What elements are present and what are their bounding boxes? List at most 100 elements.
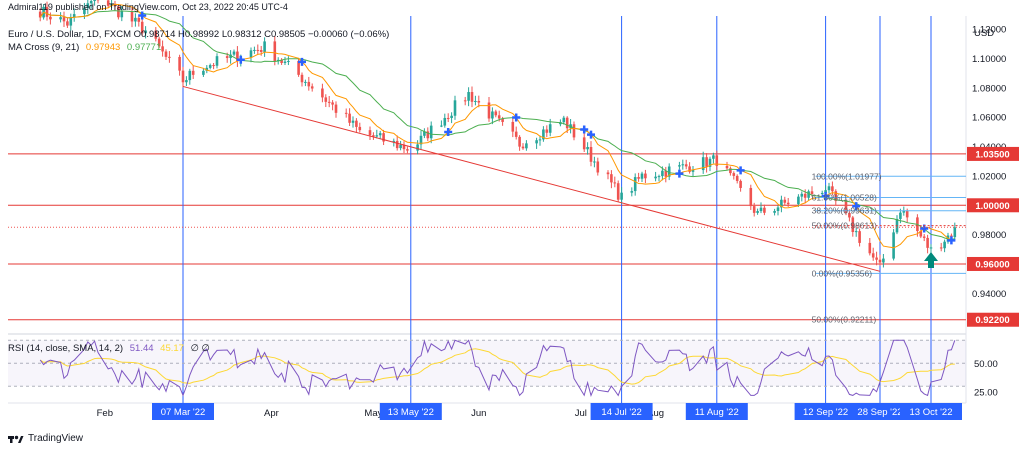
candle-body xyxy=(763,207,766,213)
candle-body xyxy=(589,146,593,162)
ma-cross-marker xyxy=(298,57,306,66)
candle-body xyxy=(610,174,613,183)
candle-body xyxy=(249,50,253,58)
candle-body xyxy=(429,125,433,139)
candle-body xyxy=(106,0,110,6)
candle-body xyxy=(331,102,334,105)
ma-cross-marker xyxy=(852,202,861,211)
candle-body xyxy=(783,199,787,203)
candle-body xyxy=(86,3,90,9)
candle-body xyxy=(525,143,528,149)
candle-body xyxy=(542,129,545,140)
candle-body xyxy=(640,173,644,179)
candle-body xyxy=(334,104,338,113)
tradingview-logo[interactable]: TradingView xyxy=(8,433,83,444)
candle-body xyxy=(691,170,695,172)
candle-body xyxy=(202,70,205,75)
candle-body xyxy=(701,157,705,171)
candle-body xyxy=(157,38,161,47)
candle-body xyxy=(858,231,861,243)
candle-body xyxy=(596,161,600,173)
price-tick-label: 1.06000 xyxy=(972,113,1006,124)
ma-cross-marker xyxy=(444,127,453,136)
candle-body xyxy=(402,144,406,150)
candle-body xyxy=(83,8,86,15)
candle-body xyxy=(491,111,494,119)
time-tick-label: Feb xyxy=(97,408,113,419)
candle-body xyxy=(140,21,144,34)
rsi-band-fill xyxy=(8,340,966,387)
candle-body xyxy=(712,155,715,159)
candle-body xyxy=(535,140,538,144)
buy-arrow-icon xyxy=(924,252,938,269)
candle-body xyxy=(773,210,776,213)
candle-body xyxy=(684,164,688,167)
fib-level-label: 38.20%(0.99631) xyxy=(812,206,877,216)
candle-body xyxy=(654,176,657,179)
rsi-legend: RSI (14, close, SMA, 14, 2) 51.44 45.17 … xyxy=(8,343,210,354)
candle-body xyxy=(191,70,195,75)
candle-body xyxy=(253,49,256,51)
candle-body xyxy=(212,65,215,67)
level-price-label: 1.03500 xyxy=(975,149,1009,160)
candle-body xyxy=(137,17,141,22)
price-tick-label: 1.10000 xyxy=(972,54,1006,65)
candle-body xyxy=(661,170,664,177)
candle-body xyxy=(620,192,623,200)
candle-body xyxy=(521,146,525,149)
candle-body xyxy=(562,117,566,123)
candle-body xyxy=(168,56,171,58)
ma-cross-marker xyxy=(236,55,245,64)
candle-body xyxy=(807,191,810,198)
date-marker-label: 12 Sep '22 xyxy=(803,407,848,418)
candle-body xyxy=(310,86,314,89)
fib-level-label: 100.00%(1.01977) xyxy=(812,171,882,181)
candle-body xyxy=(586,146,589,150)
candle-body xyxy=(501,118,504,122)
candle-body xyxy=(327,101,331,103)
candle-body xyxy=(705,157,708,167)
candle-body xyxy=(287,60,290,62)
candle-body xyxy=(134,17,137,22)
candle-body xyxy=(824,190,827,193)
candle-body xyxy=(681,164,685,166)
candle-body xyxy=(657,176,661,178)
candle-body xyxy=(630,191,634,193)
candle-body xyxy=(582,137,586,150)
candle-body xyxy=(939,247,943,249)
currency-label: USD xyxy=(974,28,994,39)
candle-body xyxy=(273,41,277,62)
candle-body xyxy=(185,80,188,83)
descending-trendline xyxy=(182,85,881,272)
candle-body xyxy=(419,135,423,145)
ma-cross-marker xyxy=(138,11,147,20)
candle-body xyxy=(113,3,117,7)
candle-body xyxy=(375,135,379,137)
candle-body xyxy=(593,161,596,163)
candle-body xyxy=(678,165,681,167)
ma-cross-marker xyxy=(675,169,684,178)
candle-body xyxy=(810,191,814,194)
candle-body xyxy=(548,124,552,133)
candle-body xyxy=(446,117,450,119)
ma-slow-value: 0.97771 xyxy=(126,42,162,53)
candle-body xyxy=(49,16,52,20)
date-marker-label: 13 Oct '22 xyxy=(909,407,952,418)
symbol-legend: Euro / U.S. Dollar, 1D, FXCM O0.98714 H0… xyxy=(8,29,390,40)
candle-body xyxy=(372,135,375,137)
candle-body xyxy=(616,183,620,200)
candle-body xyxy=(178,56,181,71)
candle-body xyxy=(545,129,549,133)
candle-body xyxy=(93,0,96,1)
candle-body xyxy=(59,17,62,20)
candle-body xyxy=(368,130,372,136)
candle-body xyxy=(572,124,576,138)
candle-body xyxy=(423,131,426,136)
candle-body xyxy=(463,100,467,102)
candle-body xyxy=(416,144,419,151)
ma-legend-title: MA Cross (9, 21) xyxy=(8,42,80,53)
fib-level-label: 50.00%(0.92211) xyxy=(812,315,877,325)
candle-body xyxy=(732,173,736,176)
candle-body xyxy=(477,100,481,103)
